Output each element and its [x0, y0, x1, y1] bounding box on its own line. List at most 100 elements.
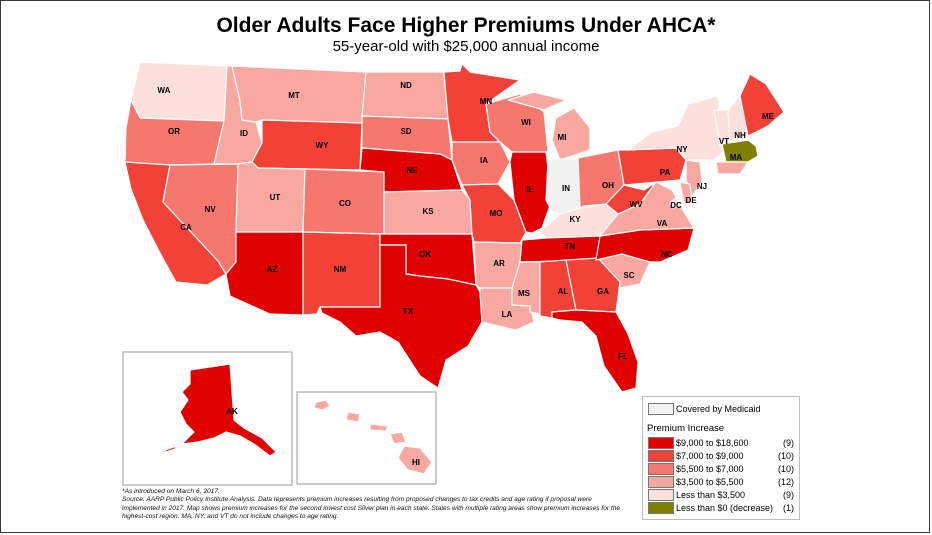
- legend-item: $7,000 to $9,000 (10): [648, 450, 798, 462]
- label-SC: SC: [623, 271, 634, 280]
- label-TN: TN: [565, 242, 576, 251]
- label-DE: DE: [685, 196, 697, 205]
- map-subtitle: 55-year-old with $25,000 annual income: [332, 38, 600, 55]
- label-PA: PA: [660, 168, 671, 177]
- state-CT-RI: [715, 161, 749, 175]
- alaska-islands: [161, 445, 181, 455]
- label-ME: ME: [762, 112, 775, 121]
- label-KS: KS: [422, 207, 434, 216]
- label-AR: AR: [493, 259, 505, 268]
- legend-item-count: (9): [783, 490, 794, 500]
- state-WY: [251, 119, 363, 171]
- label-WV: WV: [630, 200, 644, 209]
- state-DE: [679, 181, 693, 205]
- label-UT: UT: [270, 193, 281, 202]
- label-NC: NC: [661, 250, 673, 259]
- label-WA: WA: [158, 86, 171, 95]
- legend-heading: Premium Increase: [647, 423, 725, 434]
- label-SD: SD: [400, 127, 411, 136]
- footnote-line-1: *As introduced on March 6, 2017.: [122, 488, 220, 495]
- label-OK: OK: [419, 250, 431, 259]
- label-WY: WY: [316, 141, 330, 150]
- legend-item-count: (9): [783, 438, 794, 448]
- legend-item-label: $7,000 to $9,000: [676, 451, 744, 461]
- label-MA: MA: [730, 153, 743, 162]
- legend-item: $3,500 to $5,500 (12): [648, 476, 798, 488]
- legend-item: Less than $3,500 (9): [648, 489, 798, 501]
- legend-medicaid-label: Covered by Medicaid: [676, 404, 761, 414]
- state-AK: [179, 363, 277, 457]
- legend-item-label: $9,000 to $18,600: [676, 438, 749, 448]
- label-AZ: AZ: [267, 265, 278, 274]
- label-MS: MS: [518, 289, 531, 298]
- state-WA: [130, 61, 228, 122]
- label-AK: AK: [226, 407, 238, 416]
- state-ND: [361, 71, 449, 120]
- hawaii-oahu: [345, 411, 361, 423]
- state-AZ: [225, 231, 304, 316]
- label-IL: IL: [526, 185, 533, 194]
- hawaii-big-island: [397, 445, 433, 475]
- state-FL: [551, 309, 639, 393]
- legend-item-count: (10): [777, 464, 794, 474]
- label-NE: NE: [406, 166, 418, 175]
- legend-item: $5,500 to $7,000 (10): [648, 463, 798, 475]
- label-ID: ID: [240, 129, 248, 138]
- legend-swatch: [648, 489, 674, 501]
- label-KY: KY: [569, 215, 581, 224]
- legend-item-count: (12): [777, 477, 794, 487]
- state-MI: [507, 91, 591, 161]
- label-OH: OH: [602, 181, 614, 190]
- label-MO: MO: [490, 209, 503, 218]
- label-CA: CA: [180, 223, 192, 232]
- label-WI: WI: [521, 118, 531, 127]
- label-IA: IA: [480, 156, 488, 165]
- label-NY: NY: [676, 145, 688, 154]
- label-LA: LA: [502, 310, 513, 319]
- hawaii-molokai: [369, 423, 389, 432]
- legend-item-count: (1): [783, 503, 794, 513]
- legend-swatch: [648, 476, 674, 488]
- label-FL: FL: [618, 352, 628, 361]
- label-VT: VT: [719, 137, 729, 146]
- label-MN: MN: [480, 97, 493, 106]
- footnote: *As introduced on March 6, 2017. Source:…: [122, 488, 627, 521]
- legend-item-label: $5,500 to $7,000: [676, 464, 744, 474]
- label-DC: DC: [670, 201, 682, 210]
- legend-item: Less than $0 (decrease) (1): [648, 502, 798, 514]
- state-TX: [319, 244, 483, 389]
- state-GA: [565, 257, 621, 313]
- label-MI: MI: [558, 133, 567, 142]
- legend-swatch: [648, 463, 674, 475]
- hawaii-maui: [389, 431, 407, 445]
- map-title: Older Adults Face Higher Premiums Under …: [216, 14, 716, 37]
- label-MT: MT: [288, 91, 300, 100]
- label-TX: TX: [403, 307, 414, 316]
- legend-swatch: [648, 450, 674, 462]
- legend-item-label: Less than $0 (decrease): [676, 503, 774, 513]
- footnote-source: Source: AARP Public Policy Institute Ana…: [122, 496, 621, 520]
- label-NJ: NJ: [697, 182, 707, 191]
- label-NM: NM: [334, 265, 347, 274]
- label-NV: NV: [204, 205, 216, 214]
- state-DC: [669, 197, 681, 209]
- legend-item-label: $3,500 to $5,500: [676, 477, 744, 487]
- legend-swatch-medicaid: [648, 403, 674, 415]
- state-ME: [739, 73, 785, 137]
- legend-item-label: Less than $3,500: [676, 490, 746, 500]
- label-HI: HI: [412, 458, 420, 467]
- label-NH: NH: [734, 131, 746, 140]
- legend-medicaid: Covered by Medicaid: [648, 403, 798, 415]
- label-ND: ND: [400, 81, 412, 90]
- label-GA: GA: [597, 287, 609, 296]
- label-OR: OR: [168, 127, 180, 136]
- legend-item-count: (10): [777, 451, 794, 461]
- legend-swatch: [648, 437, 674, 449]
- label-AL: AL: [558, 287, 569, 296]
- hawaii-kauai: [313, 399, 331, 411]
- legend-swatch: [648, 502, 674, 514]
- label-IN: IN: [562, 184, 570, 193]
- map-legend: Covered by Medicaid Premium Increase $9,…: [642, 396, 800, 520]
